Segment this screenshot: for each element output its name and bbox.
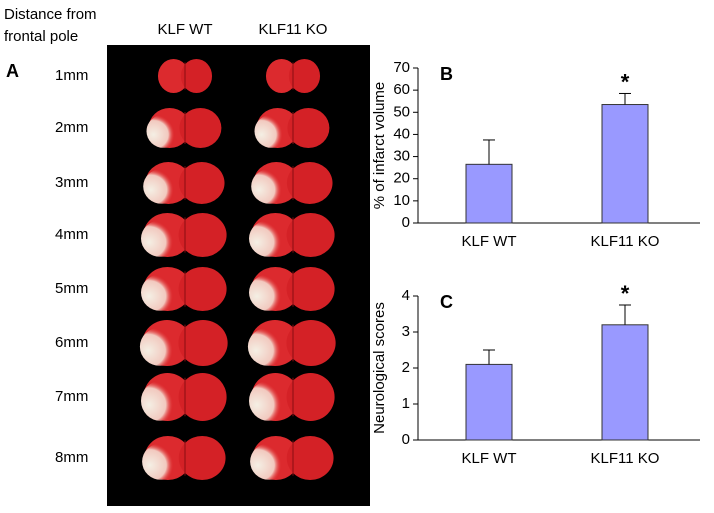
x-tick-label: KLF11 KO	[591, 450, 660, 467]
infarct	[141, 220, 181, 257]
hemisphere	[286, 373, 335, 421]
error-bar	[483, 139, 495, 165]
hemisphere	[286, 162, 333, 204]
panel-label: C	[440, 292, 453, 312]
brain-slice	[249, 213, 335, 257]
x-tick-label: KLF WT	[462, 450, 517, 467]
hemisphere	[287, 108, 330, 148]
infarct	[143, 168, 182, 204]
brain-slice	[141, 213, 227, 257]
infarct	[146, 114, 182, 148]
infarct	[139, 327, 181, 366]
infarct	[254, 114, 290, 148]
brain-slice	[250, 436, 334, 480]
infarct	[249, 380, 289, 421]
row-label: 8mm	[55, 449, 88, 466]
y-tick-label: 4	[402, 287, 410, 304]
hemisphere	[178, 267, 227, 311]
hemisphere	[178, 162, 225, 204]
slice-background	[107, 45, 370, 506]
panel-label: A	[6, 61, 19, 81]
row-label: 7mm	[55, 388, 88, 405]
row-label: 4mm	[55, 226, 88, 243]
y-tick-label: 0	[402, 214, 410, 231]
hemisphere	[178, 320, 228, 366]
brain-slice	[254, 108, 330, 148]
brain-slice	[143, 162, 225, 204]
brain-slice	[141, 373, 227, 421]
hemisphere	[179, 108, 222, 148]
brain-slice	[142, 436, 226, 480]
row-label: 2mm	[55, 119, 88, 136]
annotation: *	[621, 281, 630, 306]
infarct	[247, 327, 289, 366]
y-tick-label: 3	[402, 323, 410, 340]
row-label: 1mm	[55, 67, 88, 84]
y-axis-label: Neurological scores	[371, 302, 388, 434]
infarct	[249, 220, 289, 257]
brain-slice	[141, 267, 227, 311]
infarct	[141, 274, 181, 311]
y-tick-label: 40	[393, 125, 410, 142]
infarct	[141, 380, 181, 421]
hemisphere	[265, 59, 298, 93]
brain-slice	[139, 320, 228, 366]
y-axis-label: % of infarct volume	[371, 82, 388, 210]
row-label: 6mm	[55, 334, 88, 351]
bar	[465, 363, 513, 441]
y-tick-label: 20	[393, 170, 410, 187]
y-tick-label: 0	[402, 431, 410, 448]
x-tick-label: KLF WT	[462, 233, 517, 250]
bar	[465, 163, 513, 224]
hemisphere	[286, 213, 335, 257]
hemisphere	[178, 373, 227, 421]
row-label: 3mm	[55, 174, 88, 191]
y-tick-label: 10	[393, 192, 410, 209]
y-tick-label: 70	[393, 59, 410, 76]
infarct	[251, 168, 290, 204]
infarct	[250, 443, 290, 480]
infarct	[249, 274, 289, 311]
brain-slice	[249, 373, 335, 421]
column-label: KLF11 KO	[259, 21, 328, 38]
brain-slice	[249, 267, 335, 311]
brain-slice	[157, 59, 213, 93]
brain-slice	[251, 162, 333, 204]
hemisphere	[180, 59, 213, 93]
infarct	[142, 443, 182, 480]
hemisphere	[286, 267, 335, 311]
y-tick-label: 50	[393, 103, 410, 120]
hemisphere	[178, 213, 227, 257]
hemisphere	[286, 436, 334, 480]
brain-slice	[265, 59, 321, 93]
y-tick-label: 2	[402, 359, 410, 376]
bar	[601, 104, 649, 224]
hemisphere	[178, 436, 226, 480]
y-tick-label: 60	[393, 81, 410, 98]
hemisphere	[286, 320, 336, 366]
hemisphere	[288, 59, 321, 93]
panel-a: A Distance from frontal pole KLF WT KLF11 KO…	[4, 6, 336, 480]
brain-slice	[146, 108, 222, 148]
error-bar	[619, 304, 631, 325]
brain-slice	[247, 320, 336, 366]
error-bar	[619, 92, 631, 105]
heading-line: frontal pole	[4, 28, 78, 45]
heading-line: Distance from	[4, 6, 97, 23]
panel-label: B	[440, 64, 453, 84]
y-tick-label: 30	[393, 148, 410, 165]
row-label: 5mm	[55, 280, 88, 297]
error-bar	[483, 349, 495, 365]
y-tick-label: 1	[402, 395, 410, 412]
x-tick-label: KLF11 KO	[591, 233, 660, 250]
column-label: KLF WT	[158, 21, 213, 38]
bar	[601, 324, 649, 441]
annotation: *	[621, 69, 630, 94]
hemisphere	[157, 59, 190, 93]
